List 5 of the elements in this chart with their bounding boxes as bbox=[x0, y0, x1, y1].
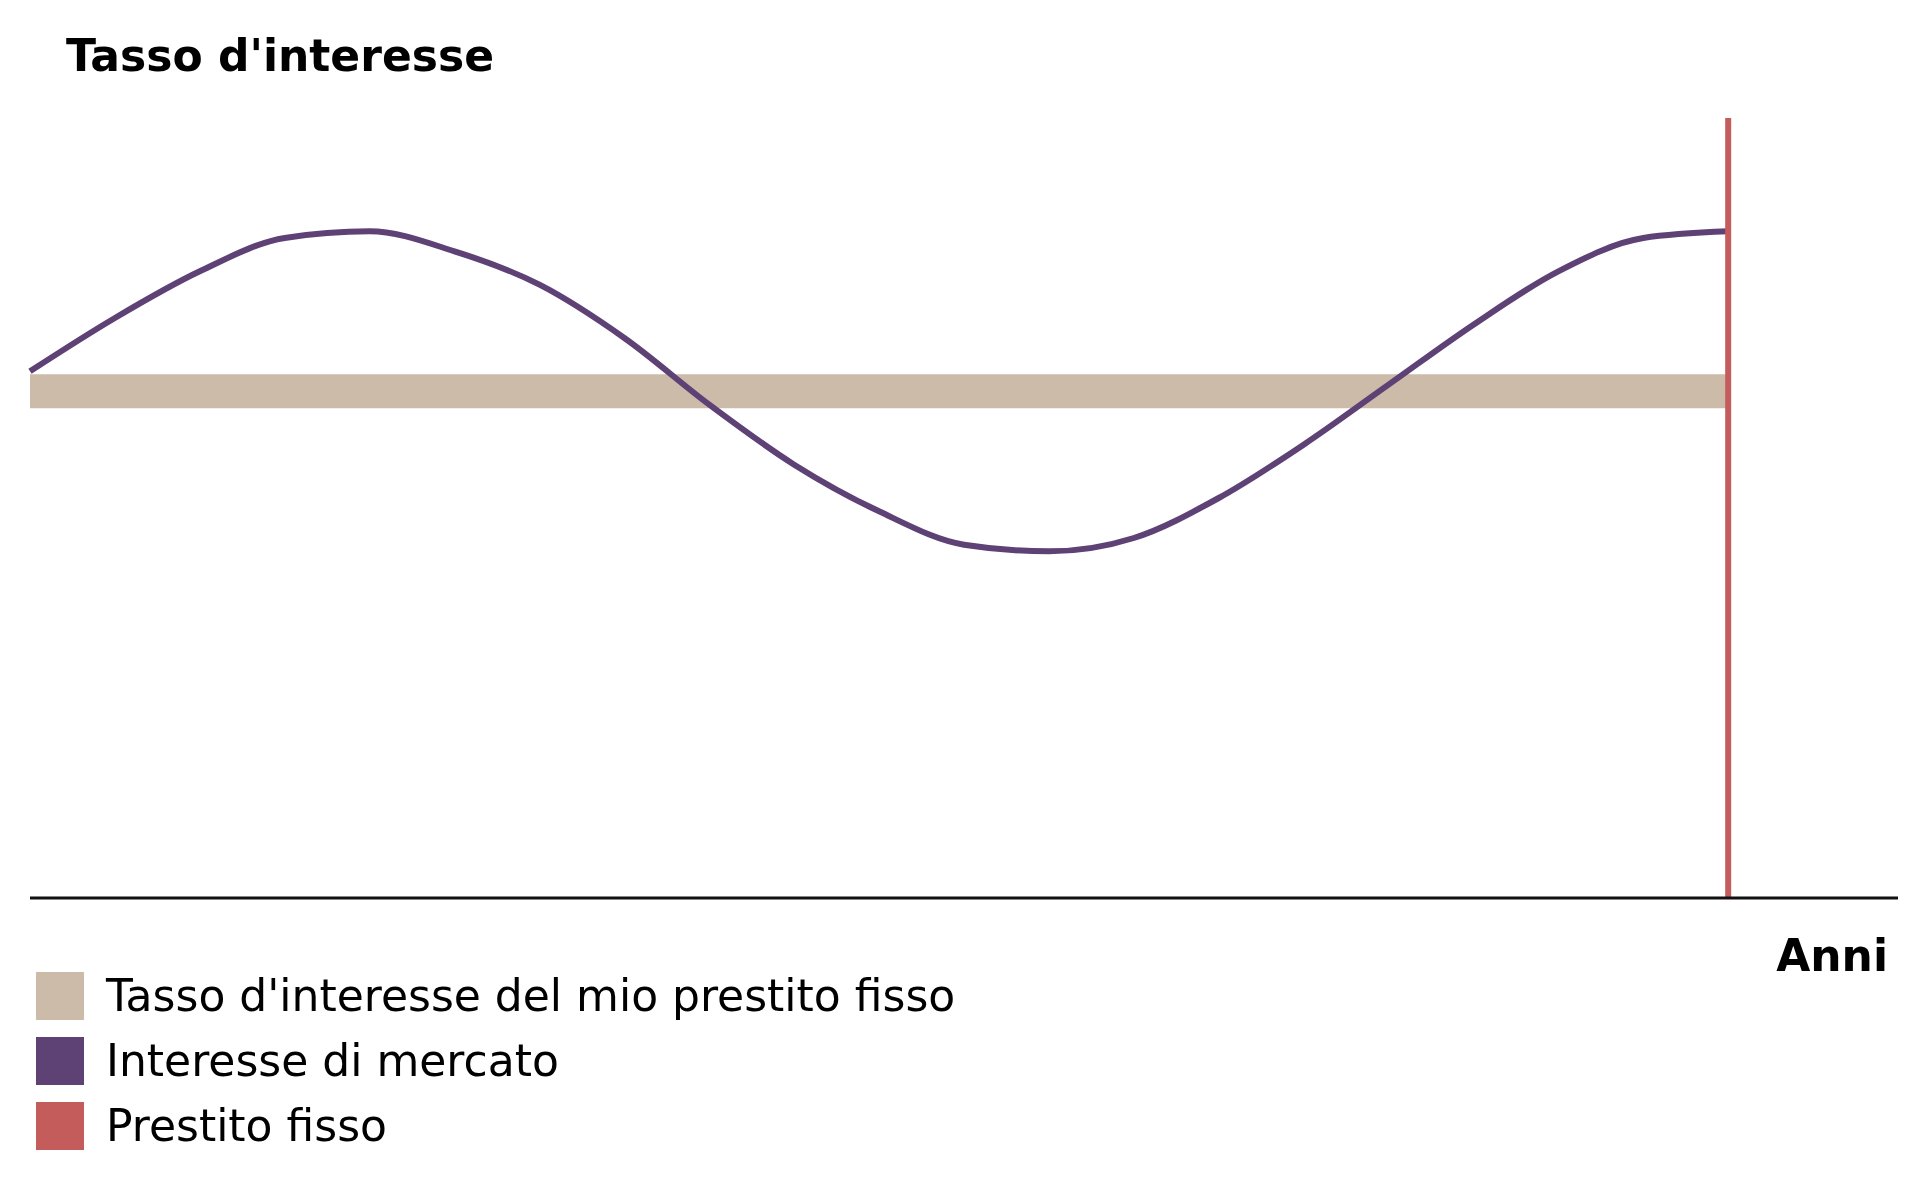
legend-label: Interesse di mercato bbox=[106, 1035, 559, 1086]
chart-title: Tasso d'interesse bbox=[66, 30, 494, 81]
legend-label: Tasso d'interesse del mio prestito fisso bbox=[106, 970, 956, 1021]
text: Prestito fisso bbox=[106, 1100, 387, 1151]
x-axis-title: Anni bbox=[1776, 930, 1888, 981]
